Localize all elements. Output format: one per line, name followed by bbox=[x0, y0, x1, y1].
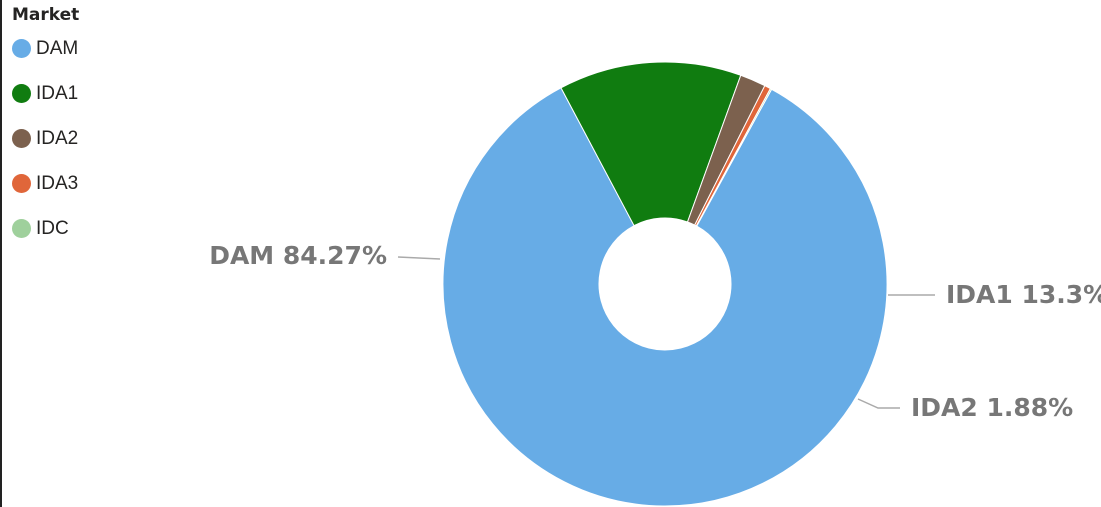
slice-idc[interactable] bbox=[695, 87, 773, 227]
slice-dam[interactable] bbox=[442, 87, 888, 507]
data-label-ida2: IDA2 1.88% bbox=[911, 393, 1073, 422]
legend-title: Market bbox=[12, 5, 80, 25]
legend-label-ida2: IDA2 bbox=[36, 127, 79, 149]
legend-dot-idc bbox=[12, 219, 31, 238]
legend-item-ida3[interactable]: IDA3 bbox=[12, 161, 79, 206]
legend-dot-ida1 bbox=[12, 84, 31, 103]
slice-ida1[interactable] bbox=[560, 61, 742, 227]
legend-item-idc[interactable]: IDC bbox=[12, 206, 79, 251]
legend-dot-ida3 bbox=[12, 174, 31, 193]
legend-item-ida2[interactable]: IDA2 bbox=[12, 116, 79, 161]
leader-line-dam bbox=[397, 256, 441, 260]
data-label-ida1: IDA1 13.3% bbox=[946, 280, 1101, 309]
data-label-dam: DAM 84.27% bbox=[209, 241, 387, 270]
left-border bbox=[0, 0, 2, 507]
legend-label-dam: DAM bbox=[36, 37, 79, 59]
legend: Market DAM IDA1 IDA2 IDA3 IDC bbox=[12, 4, 79, 251]
legend-label-ida3: IDA3 bbox=[36, 172, 79, 194]
legend-dot-dam bbox=[12, 39, 31, 58]
legend-dot-ida2 bbox=[12, 129, 31, 148]
leader-line-ida2 bbox=[857, 398, 900, 409]
legend-label-ida1: IDA1 bbox=[36, 82, 79, 104]
legend-item-dam[interactable]: DAM bbox=[12, 26, 79, 71]
legend-label-idc: IDC bbox=[36, 217, 69, 239]
legend-item-ida1[interactable]: IDA1 bbox=[12, 71, 79, 116]
